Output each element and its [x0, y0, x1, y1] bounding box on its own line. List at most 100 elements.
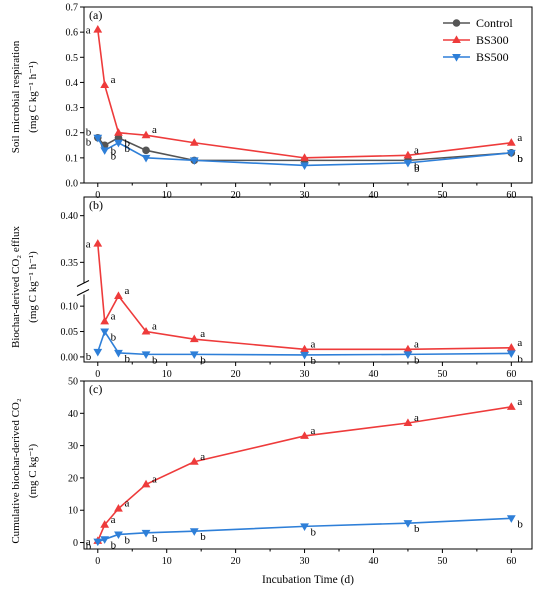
- y-tick-label: 0.7: [66, 3, 79, 14]
- significance-letter: b: [414, 523, 420, 535]
- series-line: [97, 406, 512, 542]
- significance-letter: b: [124, 353, 130, 365]
- data-point: [403, 351, 413, 359]
- plot-frame: [83, 196, 533, 363]
- data-point: [506, 350, 516, 358]
- significance-letter: a: [200, 328, 205, 340]
- axis-break-mark: [76, 280, 90, 287]
- significance-letter: b: [414, 354, 420, 366]
- y-axis-unit: (mg C kg⁻¹): [27, 444, 39, 499]
- panel-label: (c): [89, 382, 102, 396]
- data-point: [189, 528, 199, 536]
- panel-label: (b): [89, 198, 103, 212]
- legend-label: BS300: [476, 33, 509, 47]
- x-tick-label: 0: [95, 369, 100, 380]
- y-tick-label: 0.6: [66, 28, 79, 39]
- legend-label: BS500: [476, 50, 509, 64]
- significance-letter: b: [517, 518, 523, 530]
- data-point: [114, 139, 123, 148]
- data-point: [100, 147, 110, 155]
- y-tick-label: 30: [68, 441, 78, 452]
- data-point: [189, 157, 199, 165]
- x-tick-label: 30: [300, 190, 310, 201]
- y-tick-label: 0.2: [66, 128, 79, 139]
- y-tick-label: 0.00: [61, 352, 79, 363]
- data-point: [300, 162, 309, 170]
- data-point: [114, 128, 123, 136]
- data-point: [114, 349, 123, 358]
- significance-letter: a: [414, 144, 419, 156]
- x-tick-label: 50: [437, 556, 447, 567]
- x-tick-label: 60: [506, 369, 516, 380]
- series-line: [97, 329, 512, 356]
- significance-letter: a: [152, 124, 157, 136]
- data-point: [506, 138, 516, 146]
- significance-letter: a: [517, 337, 522, 349]
- x-tick-label: 30: [300, 556, 310, 567]
- x-tick-label: 60: [506, 190, 516, 201]
- y-tick-label: 0.10: [61, 302, 79, 313]
- x-tick-label: 20: [231, 556, 241, 567]
- data-point: [452, 54, 461, 62]
- data-point: [403, 344, 413, 353]
- significance-letter: b: [200, 354, 206, 366]
- y-axis-label: Cumulative biochar-derived CO₂: [10, 398, 22, 544]
- data-point: [300, 344, 309, 353]
- significance-letter: a: [124, 498, 129, 510]
- y-tick-label: 0.4: [66, 78, 79, 89]
- data-point: [93, 348, 103, 357]
- x-tick-label: 40: [368, 556, 378, 567]
- data-point: [100, 316, 110, 325]
- y-axis-unit: (mg C kg⁻¹ h⁻¹): [27, 251, 39, 323]
- chart-panel-3: 0 10 20 30 40 50 60 0 10 20 30 40 50 (c) Cumulative bi…: [10, 377, 533, 567]
- significance-letter: b: [86, 351, 92, 363]
- y-tick-label: 50: [68, 377, 78, 388]
- significance-letter: b: [111, 332, 117, 344]
- legend-item-bs300: BS300: [443, 33, 509, 47]
- significance-letter: a: [111, 514, 116, 526]
- x-tick-label: 20: [231, 190, 241, 201]
- x-tick-label: 50: [437, 369, 447, 380]
- data-point: [403, 520, 413, 528]
- data-point: [93, 25, 103, 33]
- data-point: [506, 343, 516, 351]
- legend-label: Control: [476, 16, 513, 30]
- significance-letter: a: [152, 473, 157, 485]
- data-point: [93, 538, 103, 547]
- y-tick-label: 0: [73, 538, 78, 549]
- significance-letter: a: [86, 25, 91, 37]
- significance-letter: a: [111, 74, 116, 86]
- y-tick-label: 0.5: [66, 53, 79, 64]
- significance-letter: b: [517, 153, 523, 165]
- data-point: [300, 351, 309, 360]
- x-tick-label: 10: [162, 556, 172, 567]
- significance-letter: b: [111, 145, 117, 157]
- data-point: [189, 334, 199, 343]
- significance-letter: b: [124, 138, 130, 150]
- data-point: [403, 418, 413, 426]
- series-line: [96, 29, 512, 159]
- significance-letter: a: [311, 338, 316, 350]
- data-point: [403, 150, 413, 159]
- data-point: [452, 35, 461, 43]
- data-point: [141, 130, 151, 139]
- significance-letter: a: [124, 285, 129, 297]
- y-tick-label: 10: [68, 506, 78, 517]
- significance-letter: a: [200, 451, 205, 463]
- significance-letter: b: [86, 137, 92, 149]
- data-point: [141, 529, 151, 538]
- x-tick-label: 10: [162, 369, 172, 380]
- significance-letter: a: [517, 132, 522, 144]
- data-point: [300, 153, 309, 161]
- legend: Control BS300 BS500: [443, 16, 513, 64]
- axis-break-mark: [76, 289, 90, 296]
- data-point: [452, 19, 461, 27]
- data-point: [93, 239, 103, 247]
- significance-letter: b: [311, 526, 317, 538]
- significance-letter: a: [86, 536, 91, 548]
- y-tick-label: 40: [68, 409, 78, 420]
- data-point: [506, 402, 516, 410]
